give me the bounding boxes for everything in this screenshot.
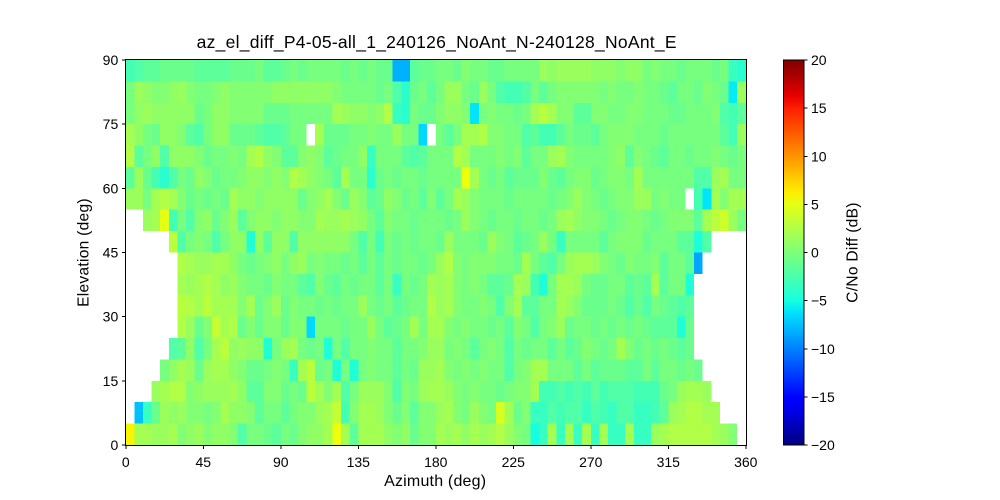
svg-text:az_el_diff_P4-05-all_1_240126_: az_el_diff_P4-05-all_1_240126_NoAnt_N-24… — [197, 32, 677, 53]
svg-text:45: 45 — [195, 454, 211, 470]
svg-text:15: 15 — [103, 373, 119, 389]
svg-text:15: 15 — [811, 100, 827, 116]
svg-text:−20: −20 — [811, 437, 835, 453]
svg-text:315: 315 — [657, 454, 681, 470]
svg-text:75: 75 — [103, 116, 119, 132]
svg-text:135: 135 — [347, 454, 371, 470]
svg-text:270: 270 — [579, 454, 603, 470]
svg-text:20: 20 — [811, 52, 827, 68]
svg-text:Azimuth (deg): Azimuth (deg) — [384, 473, 486, 490]
svg-text:−15: −15 — [811, 389, 835, 405]
svg-text:0: 0 — [110, 437, 118, 453]
svg-text:60: 60 — [103, 180, 119, 196]
svg-text:−5: −5 — [811, 293, 827, 309]
svg-text:360: 360 — [734, 454, 758, 470]
svg-text:0: 0 — [811, 245, 819, 261]
svg-text:30: 30 — [103, 309, 119, 325]
svg-text:225: 225 — [502, 454, 526, 470]
svg-text:180: 180 — [424, 454, 448, 470]
svg-text:10: 10 — [811, 148, 827, 164]
svg-text:90: 90 — [103, 52, 119, 68]
svg-text:90: 90 — [273, 454, 289, 470]
svg-text:Elevation (deg): Elevation (deg) — [76, 198, 93, 307]
svg-text:C/No Diff (dB): C/No Diff (dB) — [845, 202, 862, 302]
svg-text:−10: −10 — [811, 341, 835, 357]
svg-text:5: 5 — [811, 196, 819, 212]
svg-text:0: 0 — [122, 454, 130, 470]
svg-text:45: 45 — [103, 245, 119, 261]
